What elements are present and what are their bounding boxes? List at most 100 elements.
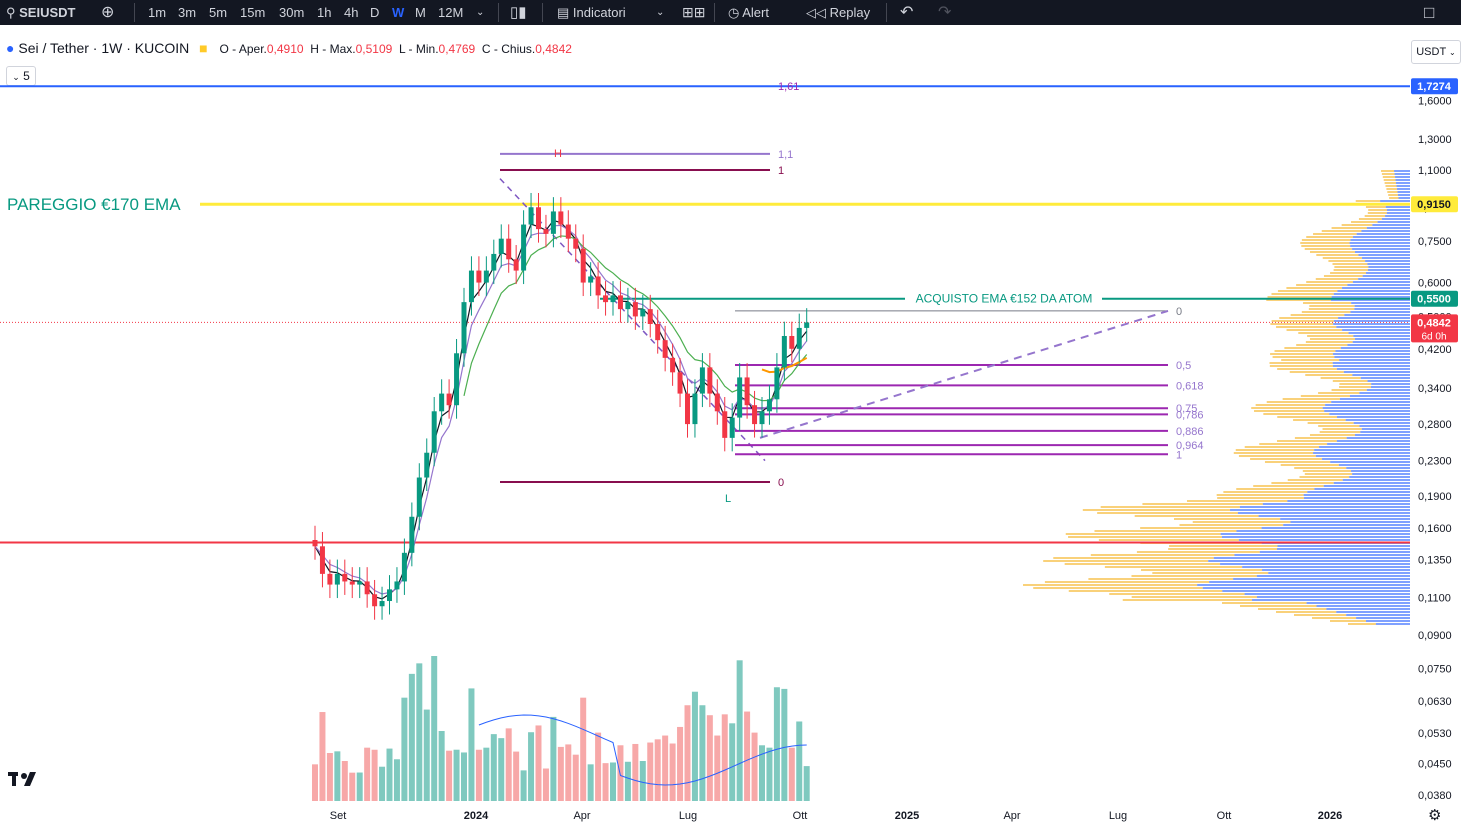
volume-bar [669, 743, 676, 801]
volume-profile-bar [1234, 554, 1410, 556]
volume-bar [662, 735, 669, 801]
currency-button[interactable]: USDT ⌄ [1411, 40, 1461, 64]
volume-profile-bar [1098, 539, 1239, 541]
interval-12m[interactable]: 12M [438, 5, 464, 20]
volume-profile-bar [1293, 419, 1346, 421]
volume-bar [557, 746, 564, 801]
candle-body [364, 581, 370, 595]
fib-right-level-label: 1 [1176, 449, 1182, 461]
candle-body [521, 224, 527, 271]
price-axis-tick: 0,4200 [1418, 344, 1452, 356]
volume-profile-bar [1068, 536, 1222, 538]
volume-profile-bar [1352, 341, 1410, 343]
candle-body [342, 573, 348, 582]
volume-profile-bar [1033, 587, 1203, 589]
volume-profile-bar [1336, 440, 1410, 442]
symbol-logo-icon: ● [6, 40, 15, 56]
volume-profile-bar [1290, 521, 1410, 523]
candle-body [737, 377, 743, 418]
volume-profile-bar [1296, 344, 1348, 346]
volume-profile-bar [1385, 215, 1410, 217]
volume-profile-bar [1333, 323, 1410, 325]
chevron-down-icon[interactable]: ⌄ [656, 7, 665, 18]
interval-4h[interactable]: 4h [344, 5, 359, 20]
price-label-value: 0,5500 [1417, 294, 1451, 306]
fullscreen-icon[interactable]: □ [1424, 3, 1435, 22]
gear-icon[interactable]: ⚙ [1428, 807, 1442, 824]
alert-button[interactable]: ◷ Alert [728, 0, 769, 25]
volume-profile-bar [1090, 554, 1235, 556]
volume-profile-bar [1343, 371, 1410, 373]
volume-profile-bar [1312, 617, 1357, 619]
volume-profile-bar [1387, 191, 1398, 193]
candle-style-icon[interactable]: ▯▮ [510, 4, 527, 21]
volume-bar [773, 687, 780, 801]
volume-profile-bar [1367, 380, 1410, 382]
volume-bar [386, 748, 393, 801]
volume-profile-bar [1332, 365, 1410, 367]
interval-d[interactable]: D [370, 5, 380, 20]
interval-w[interactable]: W [392, 5, 405, 20]
volume-profile-bar [1366, 620, 1410, 622]
fib-level-label: 1 [778, 165, 784, 177]
volume-profile-bar [1380, 200, 1410, 202]
volume-profile-bar [1318, 392, 1360, 394]
flag-icon[interactable]: ■ [199, 40, 208, 56]
replay-icon: ◁◁ [806, 5, 826, 20]
volume-bar [580, 697, 587, 801]
volume-bar [416, 663, 423, 801]
indicators-icon: ▤ [557, 5, 570, 20]
volume-profile-bar [1272, 356, 1335, 358]
symbol-title[interactable]: Sei / Tether · 1W · KUCOIN [18, 40, 190, 56]
indicators-button[interactable]: ▤ Indicatori [557, 0, 626, 25]
replay-button[interactable]: ◁◁ Replay [806, 0, 870, 25]
interval-15m[interactable]: 15m [240, 5, 266, 20]
candle-body [699, 367, 705, 394]
volume-profile-bar [1349, 476, 1410, 478]
interval-5m[interactable]: 5m [209, 5, 228, 20]
redo-icon[interactable]: ↷ [938, 4, 952, 21]
low-value: 0,4769 [438, 42, 476, 56]
volume-profile-bar [1333, 293, 1410, 295]
interval-3m[interactable]: 3m [178, 5, 197, 20]
chevron-down-icon: ⌄ [12, 72, 20, 82]
candle-body [416, 477, 422, 517]
volume-profile-bar [1366, 272, 1410, 274]
volume-profile-bar [1235, 449, 1315, 451]
interval-m[interactable]: M [415, 5, 426, 20]
volume-profile-bar [1352, 248, 1410, 250]
volume-ma-line [478, 714, 807, 786]
volume-profile-bar [1381, 218, 1410, 220]
volume-profile-bar [1192, 521, 1291, 523]
high-value: 0,5109 [355, 42, 393, 56]
volume-profile-bar [1230, 509, 1410, 511]
symbol-search-button[interactable]: ⚲ SEIUSDT [6, 5, 76, 20]
volume-profile-bar [1274, 350, 1336, 352]
volume-profile-bar [1354, 305, 1410, 307]
volume-bar [356, 772, 363, 801]
volume-bar [714, 735, 721, 801]
undo-icon[interactable]: ↶ [900, 4, 914, 21]
candle-body [565, 224, 571, 239]
chevron-down-icon[interactable]: ⌄ [476, 7, 485, 18]
volume-profile-bar [1333, 353, 1410, 355]
price-label-tag [1411, 196, 1458, 213]
volume-profile-bar [1350, 311, 1410, 313]
volume-profile-bar [1289, 371, 1344, 373]
interval-30m[interactable]: 30m [279, 5, 305, 20]
volume-profile-bar [1349, 242, 1410, 244]
interval-1h[interactable]: 1h [317, 5, 332, 20]
volume-profile-bar [1169, 545, 1278, 547]
volume-profile-bar [1122, 599, 1253, 601]
compare-symbol-icon[interactable]: ⊕ [101, 4, 115, 21]
candle-body [394, 581, 400, 590]
volume-bar [513, 751, 520, 801]
volume-profile-bar [1168, 548, 1277, 550]
interval-1m[interactable]: 1m [148, 5, 167, 20]
volume-profile-bar [1339, 386, 1371, 388]
volume-profile-bar [1262, 503, 1410, 505]
candle-body [446, 393, 452, 406]
volume-profile-bar [1043, 560, 1209, 562]
layout-grid-icon[interactable]: ⊞⊞ [682, 4, 706, 20]
